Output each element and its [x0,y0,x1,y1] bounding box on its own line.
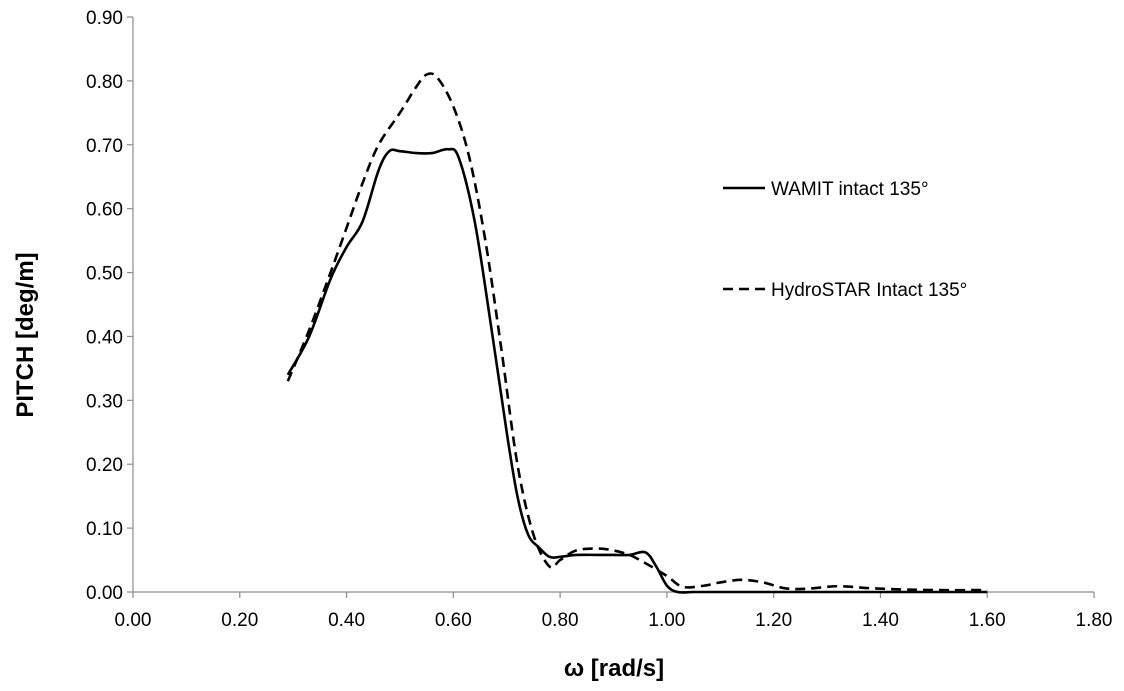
legend-label-1: WAMIT intact 135° [771,179,929,200]
y-tick-label: 0.40 [86,327,123,348]
x-tick-label: 0.60 [435,610,472,631]
x-tick-label: 1.40 [862,610,899,631]
x-tick-label: 0.20 [221,610,258,631]
legend: WAMIT intact 135° HydroSTAR Intact 135° [723,179,967,301]
legend-label-2: HydroSTAR Intact 135° [771,280,967,301]
y-tick-label: 0.70 [86,136,123,157]
x-tick-label: 0.80 [542,610,579,631]
y-tick-label: 0.60 [86,200,123,221]
y-tick-label: 0.80 [86,72,123,93]
y-tick-label: 0.50 [86,264,123,285]
x-axis: 0.00 0.20 0.40 0.60 0.80 1.00 1.20 1.40 1.60 1.80 [115,591,1113,631]
series-line-1 [286,147,988,594]
x-tick-label: 1.20 [755,610,792,631]
y-tick-label: 0.90 [86,8,123,29]
y-tick-label: 0.30 [86,391,123,412]
y-tick-label: 0.00 [86,583,123,604]
x-axis-title: ω [rad/s] [564,655,664,682]
y-tick-label: 0.20 [86,455,123,476]
x-tick-label: 1.80 [1076,610,1113,631]
x-tick-label: 1.00 [648,610,685,631]
y-axis-title: PITCH [deg/m] [12,252,39,417]
x-tick-label: 1.60 [969,610,1006,631]
y-axis: 0.00 0.10 0.20 0.30 0.40 0.50 0.60 0.70 0.80 0.90 [86,8,134,604]
series-line-2 [286,72,988,592]
x-tick-label: 0.40 [328,610,365,631]
series-lines [286,72,988,594]
y-tick-label: 0.10 [86,519,123,540]
x-tick-label: 0.00 [115,610,152,631]
